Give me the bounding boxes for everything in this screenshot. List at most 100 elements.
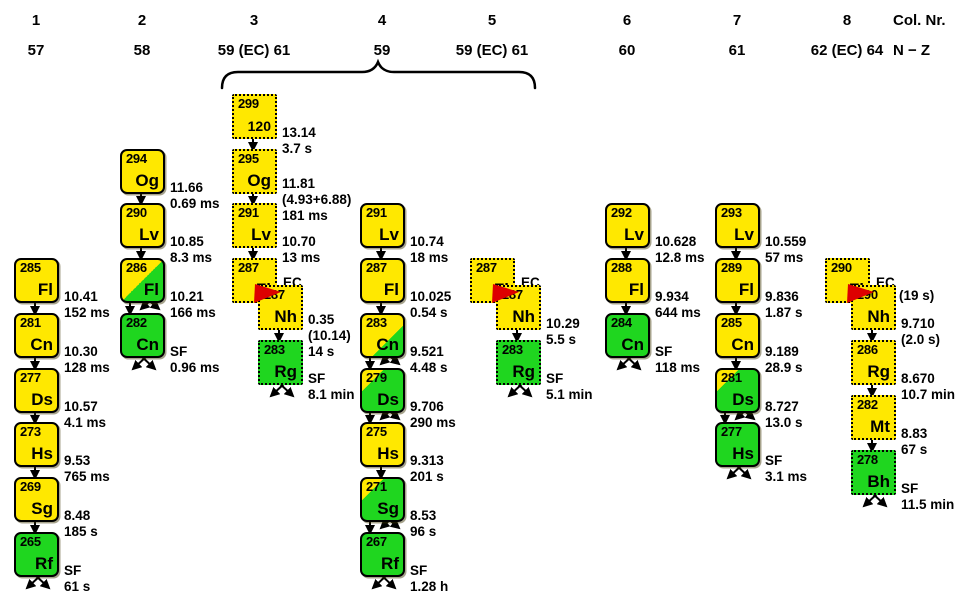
mass-number: 286	[857, 342, 878, 357]
label-line: 181 ms	[282, 208, 328, 223]
column-n-minus-z: 59 (EC) 61	[455, 42, 529, 59]
decay-energy-halflife-label: 10.628 12.8 ms	[655, 234, 705, 266]
element-symbol: Cn	[621, 335, 644, 354]
label-line: SF	[655, 344, 673, 359]
decay-energy-halflife-label: 8.670 10.7 min	[901, 371, 955, 403]
label-line: 290 ms	[410, 415, 456, 430]
label-line: 11.66	[170, 180, 204, 195]
element-symbol: Hs	[31, 444, 53, 463]
alpha-decay-arrow-icon	[621, 301, 631, 316]
isotope-box-291lv: 291 Lv	[232, 203, 277, 248]
column-n-minus-z: 59 (EC) 61	[217, 42, 291, 59]
alpha-decay-arrow-icon	[720, 411, 730, 425]
decay-energy-halflife-label: 10.70 13 ms	[282, 234, 320, 266]
label-line: SF	[546, 371, 564, 386]
mass-number: 285	[20, 260, 41, 275]
mass-number: 287	[366, 260, 387, 275]
element-symbol: Fl	[738, 280, 754, 299]
mass-number: 269	[20, 479, 41, 494]
alpha-decay-arrow-icon	[867, 383, 877, 398]
label-line: SF	[410, 563, 428, 578]
mass-number: 292	[611, 205, 632, 220]
label-line: (10.14)	[308, 328, 351, 343]
label-line: 9.934	[655, 289, 689, 304]
decay-energy-halflife-label: 10.025 0.54 s	[410, 289, 451, 321]
ec-transition-triangle-icon	[847, 284, 874, 303]
decay-energy-halflife-label: 9.521 4.48 s	[410, 344, 448, 376]
label-line: 166 ms	[170, 305, 216, 320]
label-line: 3.1 ms	[765, 469, 808, 484]
sf-halflife-label: SF 0.96 ms	[170, 344, 220, 376]
element-symbol: Lv	[379, 225, 399, 244]
alpha-decay-arrow-icon	[30, 465, 40, 480]
label-line: 10.7 min	[901, 387, 956, 402]
label-line: 8.83	[901, 426, 928, 441]
label-line: 28.9 s	[765, 360, 803, 375]
isotope-box-287fl: 287 Fl	[360, 258, 405, 303]
alpha-decay-arrow-icon	[376, 246, 386, 261]
label-line: 0.54 s	[410, 305, 448, 320]
mass-number: 287	[476, 260, 497, 275]
label-line: 8.1 min	[308, 387, 355, 402]
mass-number: 277	[20, 370, 41, 385]
label-line: 11.81	[282, 176, 316, 191]
column-n-minus-z: 59	[373, 42, 391, 59]
isotope-box-282cn: 282 Cn	[120, 313, 165, 358]
mass-number: 278	[857, 452, 878, 467]
element-symbol: Sg	[377, 499, 399, 518]
label-line: 10.57	[64, 399, 98, 414]
alpha-decay-arrow-icon	[731, 246, 741, 261]
mass-number: 283	[264, 342, 285, 357]
column-number: 1	[31, 12, 41, 29]
decay-energy-halflife-label: 0.35 (10.14) 14 s	[308, 312, 351, 360]
mass-number: 287	[238, 260, 259, 275]
column-number: 3	[249, 12, 259, 29]
label-line: 10.85	[170, 234, 204, 249]
label-line: 13 ms	[282, 250, 321, 265]
label-line: SF	[64, 563, 82, 578]
sf-halflife-label: SF 1.28 h	[410, 563, 448, 595]
label-line: 4.1 ms	[64, 415, 107, 430]
label-line: 5.1 min	[546, 387, 593, 402]
label-line: 14 s	[308, 344, 335, 359]
label-line: 9.706	[410, 399, 444, 414]
mass-number: 294	[126, 151, 147, 166]
label-line: 10.559	[765, 234, 807, 249]
label-line: 9.710	[901, 316, 935, 331]
label-line: 57 ms	[765, 250, 804, 265]
sf-halflife-label: SF 5.1 min	[546, 371, 593, 403]
alpha-decay-arrow-icon	[731, 356, 741, 371]
element-symbol: Hs	[377, 444, 399, 463]
decay-energy-halflife-label: 9.706 290 ms	[410, 399, 456, 431]
isotope-box-288fl: 288 Fl	[605, 258, 650, 303]
alpha-decay-arrow-icon	[30, 520, 40, 535]
isotope-box-283rg: 283 Rg	[258, 340, 303, 385]
element-symbol: Cn	[136, 335, 159, 354]
column-number: 5	[487, 12, 497, 29]
isotope-box-283cn: 283 Cn	[360, 313, 405, 358]
mass-number: 275	[366, 424, 387, 439]
element-symbol: Og	[247, 171, 271, 190]
mass-number: 284	[611, 315, 632, 330]
element-symbol: Rg	[274, 362, 297, 381]
decay-energy-halflife-label: 10.74 18 ms	[410, 234, 448, 266]
element-symbol: Rg	[867, 362, 890, 381]
element-symbol: Cn	[30, 335, 53, 354]
element-symbol: Rg	[512, 362, 535, 381]
element-symbol: Cn	[376, 335, 399, 354]
label-line: 10.628	[655, 234, 697, 249]
label-line: 18 ms	[410, 250, 449, 265]
mass-number: 285	[721, 315, 742, 330]
label-line: 9.521	[410, 344, 444, 359]
alpha-decay-arrow-icon	[365, 356, 375, 371]
column-number: 4	[377, 12, 387, 29]
label-line: 0.96 ms	[170, 360, 220, 375]
mass-number: 283	[366, 315, 387, 330]
element-symbol: Nh	[867, 307, 890, 326]
element-symbol: Lv	[251, 225, 271, 244]
sf-halflife-label: SF 8.1 min	[308, 371, 355, 403]
decay-energy-halflife-label: 8.48 185 s	[64, 508, 98, 540]
label-line: 8.48	[64, 508, 91, 523]
element-symbol: Ds	[732, 390, 754, 409]
